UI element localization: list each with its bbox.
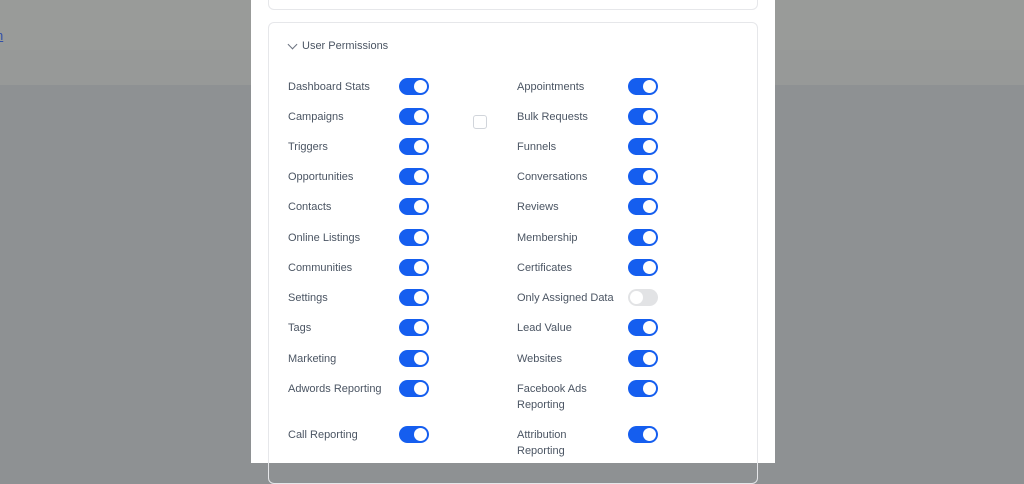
permission-toggle[interactable] <box>399 138 429 155</box>
permission-label: Triggers <box>288 141 328 153</box>
permission-toggle[interactable] <box>399 168 429 185</box>
permission-label: Certificates <box>517 262 573 274</box>
permission-label: Facebook Ads Reporting <box>517 383 587 411</box>
permission-toggle[interactable] <box>399 198 429 215</box>
permission-label: Appointments <box>517 81 585 93</box>
permission-toggle[interactable] <box>628 259 658 276</box>
permission-toggle[interactable] <box>628 198 658 215</box>
permission-label: Membership <box>517 232 578 244</box>
permission-label: Settings <box>288 292 328 304</box>
permission-toggle[interactable] <box>399 108 429 125</box>
permission-label: Call Reporting <box>288 429 358 441</box>
permission-label: Communities <box>288 262 353 274</box>
permission-toggle[interactable] <box>399 289 429 306</box>
permission-label: Adwords Reporting <box>288 383 382 395</box>
permission-label: Opportunities <box>288 171 354 183</box>
permission-label: Funnels <box>517 141 557 153</box>
permission-toggle[interactable] <box>628 78 658 95</box>
permission-toggle[interactable] <box>399 319 429 336</box>
user-permissions-toggle[interactable]: User Permissions <box>287 39 389 52</box>
background-link[interactable]: n <box>0 28 3 43</box>
permission-toggle[interactable] <box>628 380 658 397</box>
checkbox[interactable] <box>473 115 487 129</box>
permission-label: Only Assigned Data <box>517 292 614 304</box>
permission-toggle[interactable] <box>628 138 658 155</box>
permission-toggle[interactable] <box>628 289 658 306</box>
permission-label: Contacts <box>288 201 332 213</box>
modal: User Permissions Dashboard Stats Campaign… <box>251 0 775 484</box>
permission-label: Marketing <box>288 353 337 365</box>
permission-toggle[interactable] <box>399 350 429 367</box>
permission-label: Dashboard Stats <box>288 81 370 93</box>
permission-label: Lead Value <box>517 322 572 334</box>
previous-card <box>268 0 758 10</box>
permission-label: Bulk Requests <box>517 111 588 123</box>
permission-toggle[interactable] <box>399 380 429 397</box>
permission-toggle[interactable] <box>399 78 429 95</box>
chevron-down-icon <box>287 39 298 49</box>
permission-toggle[interactable] <box>628 426 658 443</box>
user-permissions-card: User Permissions Dashboard Stats Campaign… <box>268 22 758 484</box>
permission-toggle[interactable] <box>399 229 429 246</box>
section-title: User Permissions <box>302 40 389 52</box>
permission-label: Reviews <box>517 201 559 213</box>
permission-toggle[interactable] <box>628 168 658 185</box>
permission-label: Conversations <box>517 171 588 183</box>
permission-label: Attribution Reporting <box>517 429 567 457</box>
permission-toggle[interactable] <box>399 259 429 276</box>
permission-toggle[interactable] <box>399 426 429 443</box>
permission-label: Online Listings <box>288 232 361 244</box>
permission-label: Campaigns <box>288 111 344 123</box>
permission-toggle[interactable] <box>628 350 658 367</box>
permission-toggle[interactable] <box>628 229 658 246</box>
permission-label: Tags <box>288 322 312 334</box>
permission-toggle[interactable] <box>628 108 658 125</box>
permission-label: Websites <box>517 353 563 365</box>
permission-toggle[interactable] <box>628 319 658 336</box>
